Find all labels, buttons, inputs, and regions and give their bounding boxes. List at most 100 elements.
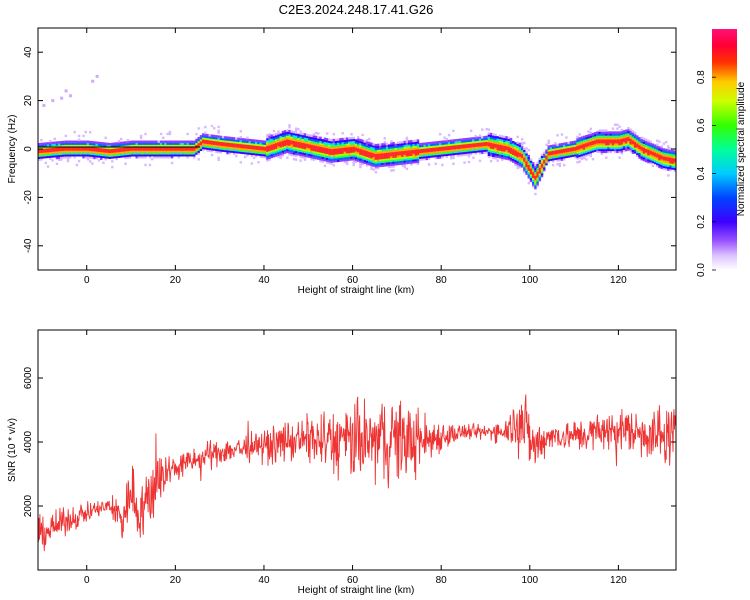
spectrogram-cell xyxy=(230,136,234,140)
spectrogram-cell xyxy=(77,138,81,142)
spectrogram-cell xyxy=(388,148,391,151)
spectrogram-cell xyxy=(106,148,110,151)
spectrogram-cell xyxy=(201,141,205,144)
spectrogram-cell xyxy=(474,136,477,140)
spectrogram-cell xyxy=(93,141,96,144)
spectrogram-cell xyxy=(299,151,302,155)
spectrogram-cell xyxy=(445,155,449,158)
spectrogram-cell xyxy=(556,134,559,137)
spectrogram-cell xyxy=(88,150,92,153)
spectrogram-cell xyxy=(117,155,121,158)
spectrogram-cell xyxy=(565,155,568,159)
spectrogram-cell xyxy=(57,145,61,148)
spectrogram-cell xyxy=(69,94,73,98)
spectrogram-cell xyxy=(38,154,41,157)
spectrogram-cell xyxy=(436,148,440,152)
spectrogram-cell xyxy=(673,163,676,167)
spectrogram-cell xyxy=(587,153,590,157)
spectrogram-cell xyxy=(80,152,83,155)
spectrogram-cell xyxy=(412,149,415,152)
spectrogram-cell xyxy=(173,146,176,149)
spectrogram-cell xyxy=(357,155,360,158)
spectrogram-cell xyxy=(299,138,302,141)
spectrogram-cell xyxy=(372,145,375,148)
spectrogram-cell xyxy=(186,150,189,153)
spectrogram-cell xyxy=(352,144,355,147)
snr-frame xyxy=(37,329,677,571)
spectrogram-cell xyxy=(255,143,258,146)
spectrogram-cell xyxy=(345,147,349,150)
spectrogram-cell xyxy=(299,145,302,149)
spectrogram-cell xyxy=(407,151,411,155)
spectrogram-cell xyxy=(239,161,242,164)
spectrogram-cell xyxy=(42,152,45,155)
spectrogram-cell xyxy=(193,142,196,145)
spectrogram-cell xyxy=(204,139,207,142)
spectrogram-cell xyxy=(667,152,670,156)
x-tick-label: 0 xyxy=(84,575,90,586)
spectrogram-cell xyxy=(343,151,347,154)
spectrogram-cell xyxy=(407,148,411,151)
spectrogram-cell xyxy=(498,154,502,157)
spectrogram-cell xyxy=(119,151,123,154)
spectrogram-cell xyxy=(235,141,238,144)
spectrogram-cell xyxy=(314,149,318,152)
spectrogram-cell xyxy=(492,152,495,156)
spectrogram-cell xyxy=(467,145,471,148)
spectrogram-cell xyxy=(246,154,249,157)
spectrogram-cell xyxy=(252,145,256,148)
spectrogram-cell xyxy=(91,148,94,152)
spectrogram-cell xyxy=(538,173,542,176)
spectrogram-cell xyxy=(321,154,324,157)
spectrogram-cell xyxy=(487,134,491,137)
spectrogram-cell xyxy=(310,140,313,143)
spectrogram-cell xyxy=(91,141,94,144)
x-tick-label: 40 xyxy=(258,575,270,586)
spectrogram-cell xyxy=(317,132,320,135)
spectrogram-cell xyxy=(208,147,211,151)
spectrogram-cell xyxy=(667,151,670,154)
spectrogram-cell xyxy=(463,138,466,141)
spectrogram-cell xyxy=(206,137,209,141)
spectrogram-cell xyxy=(618,131,621,134)
spectrogram-cell xyxy=(611,139,615,142)
spectrogram-cell xyxy=(210,140,214,143)
spectrogram-cell xyxy=(84,146,87,149)
spectrogram-cell xyxy=(582,155,586,158)
spectrogram-cell xyxy=(204,143,207,146)
spectrogram-cell xyxy=(607,150,610,154)
spectrogram-cell xyxy=(286,129,289,132)
spectrogram-cell xyxy=(281,136,285,140)
spectrogram-cell xyxy=(558,147,561,150)
spectrogram-cell xyxy=(270,148,274,151)
spectrogram-cell xyxy=(250,139,254,142)
spectrogram-cell xyxy=(673,169,676,173)
spectrogram-cell xyxy=(341,159,344,162)
spectrogram-cell xyxy=(117,141,121,145)
spectrogram-cell xyxy=(137,156,141,159)
spectrogram-cell xyxy=(372,168,375,171)
spectrogram-cell xyxy=(656,153,659,156)
spectrogram-cell xyxy=(308,153,311,157)
spectrogram-cell xyxy=(620,132,624,136)
spectrogram-cell xyxy=(545,161,548,164)
spectrogram-cell xyxy=(38,156,41,159)
spectrogram-cell xyxy=(618,142,621,146)
spectrogram-cell xyxy=(434,154,437,158)
spectrogram-cell xyxy=(443,153,446,157)
spectrogram-cell xyxy=(532,177,535,180)
spectrogram-cell xyxy=(306,153,309,156)
spectrogram-cell xyxy=(381,154,384,158)
spectrogram-cell xyxy=(188,148,192,151)
spectrogram-cell xyxy=(376,151,380,154)
spectrogram-cell xyxy=(514,151,517,155)
spectrogram-cell xyxy=(505,147,508,151)
spectrogram-cell xyxy=(401,144,404,148)
spectrogram-cell xyxy=(95,151,98,154)
spectrogram-cell xyxy=(119,153,123,156)
spectrogram-cell xyxy=(503,143,506,146)
spectrogram-cell xyxy=(518,144,522,148)
spectrogram-cell xyxy=(328,154,331,157)
spectrogram-cell xyxy=(598,137,601,140)
spectrogram-cell xyxy=(239,147,242,150)
